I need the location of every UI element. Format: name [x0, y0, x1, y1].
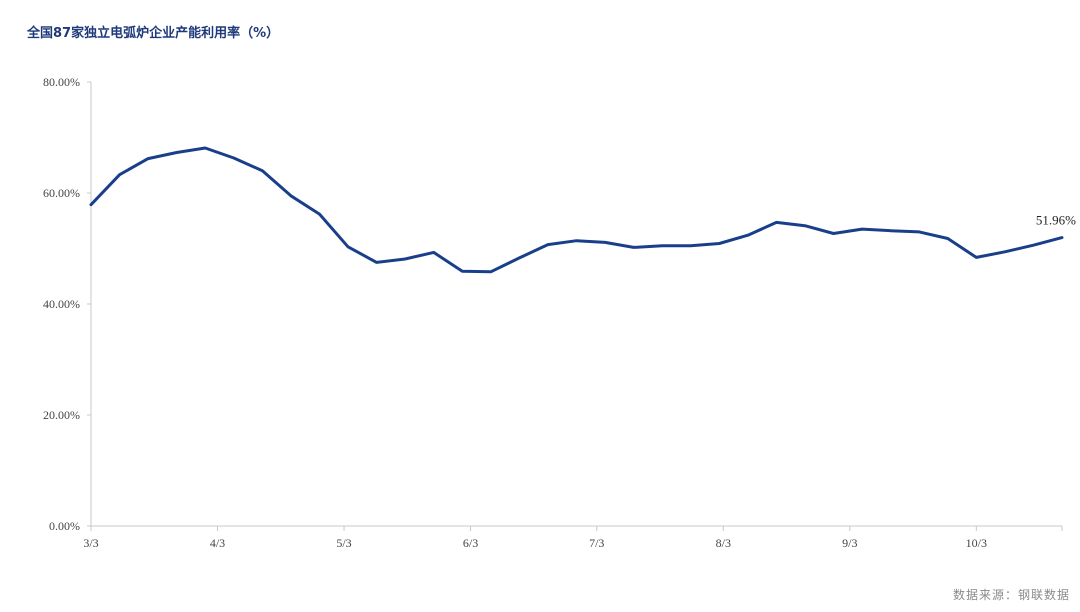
x-tick-label: 6/3: [463, 536, 478, 550]
x-tick-label: 9/3: [842, 536, 857, 550]
annotations: 51.96%: [1036, 213, 1076, 228]
data-label-last: 51.96%: [1036, 213, 1076, 228]
y-tick-label: 20.00%: [43, 408, 80, 422]
chart-title: 全国87家独立电弧炉企业产能利用率（%）: [27, 26, 280, 41]
x-tick-label: 3/3: [83, 536, 98, 550]
series-layer: [89, 146, 1064, 274]
series-line: [89, 146, 1064, 274]
y-tick-label: 80.00%: [43, 75, 80, 89]
x-tick-label: 4/3: [210, 536, 225, 550]
axes: [90, 82, 1062, 527]
y-tick-label: 60.00%: [43, 186, 80, 200]
y-tick-label: 40.00%: [43, 297, 80, 311]
x-tick-label: 10/3: [966, 536, 987, 550]
y-tick-labels: 0.00% 20.00% 40.00% 60.00% 80.00%: [43, 75, 91, 533]
x-tick-label: 5/3: [336, 536, 351, 550]
x-tick-labels: 3/3 4/3 5/3 6/3 7/3 8/3 9/3 10/3: [83, 526, 1063, 550]
x-tick-label: 7/3: [589, 536, 604, 550]
source-note: 数据来源：钢联数据: [952, 588, 1070, 602]
y-tick-label: 0.00%: [49, 519, 80, 533]
x-tick-label: 8/3: [716, 536, 731, 550]
